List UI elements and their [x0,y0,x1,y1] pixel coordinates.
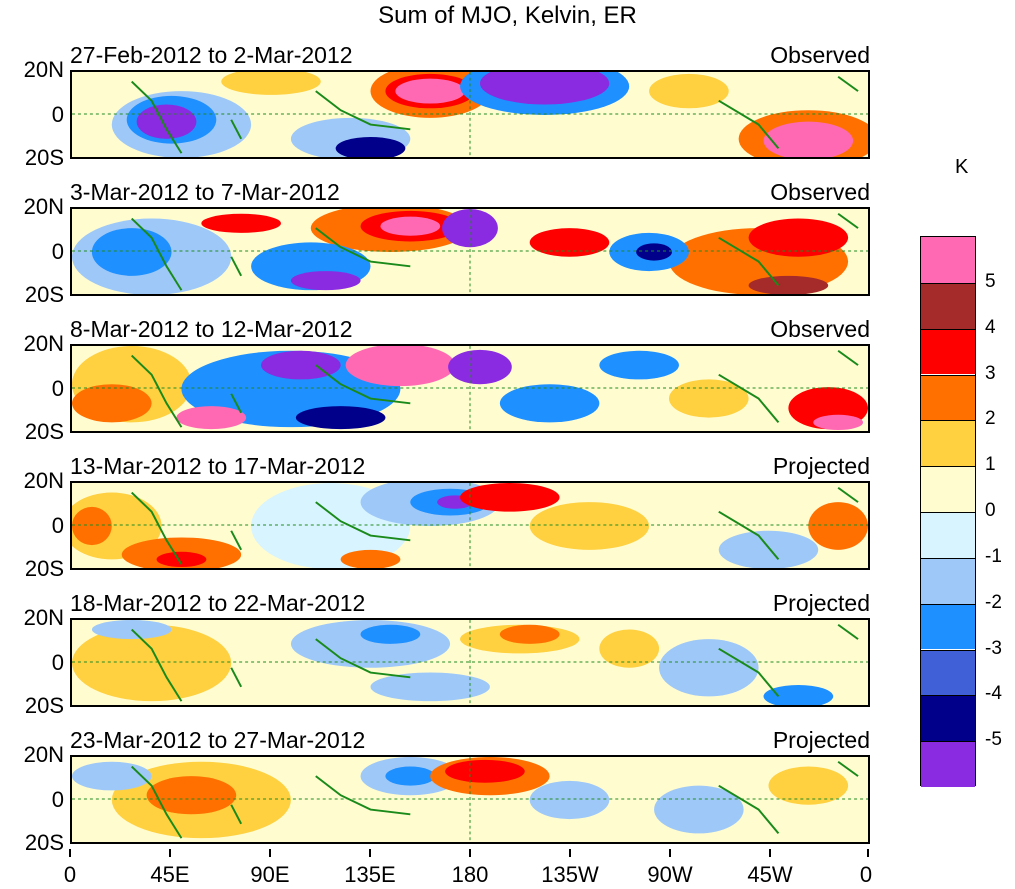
panel-status: Projected [772,590,870,616]
colorbar-swatch [921,420,975,467]
y-label-0: 0 [51,513,64,538]
panel-status: Projected [772,727,870,753]
colorbar-tick-label: -3 [985,637,1002,659]
y-label-20s: 20S [24,145,64,170]
x-label: 90W [647,862,693,887]
colorbar-unit-label: K [955,156,969,178]
x-tick [169,849,171,857]
x-label: 45E [150,862,190,887]
y-label-0: 0 [51,102,64,127]
colorbar-swatch [921,557,975,604]
y-label-20n: 20N [23,194,64,219]
colorbar-tick-label: 5 [985,270,996,292]
colorbar-swatch [921,741,975,787]
colorbar [920,236,976,787]
panel-date-range: 8-Mar-2012 to 12-Mar-2012 [70,316,353,342]
panel-date-range: 23-Mar-2012 to 27-Mar-2012 [70,727,366,753]
map-panel [70,481,870,570]
y-label-20n: 20N [23,742,64,767]
panel-date-range: 3-Mar-2012 to 7-Mar-2012 [70,179,340,205]
x-label: 135W [541,862,599,887]
colorbar-swatch [921,649,975,696]
x-tick [69,849,71,857]
colorbar-swatch [921,603,975,650]
colorbar-swatch [921,695,975,742]
x-tick [269,849,271,857]
colorbar-tick-label: -5 [985,729,1002,751]
panel-date-range: 18-Mar-2012 to 22-Mar-2012 [70,590,366,616]
panel-status: Observed [770,42,870,68]
colorbar-tick-label: 0 [985,500,996,521]
colorbar-tick-label: -2 [985,591,1002,613]
x-label: 0 [859,862,873,887]
y-label-20s: 20S [24,419,64,444]
x-tick [569,849,571,857]
figure-title: Sum of MJO, Kelvin, ER [378,2,637,29]
colorbar-tick-label: 1 [985,454,996,476]
y-label-20n: 20N [23,57,64,82]
colorbar-swatch [921,328,975,375]
x-label: 135E [344,862,396,887]
y-label-0: 0 [51,239,64,264]
x-label: 45W [747,862,793,887]
y-label-20s: 20S [24,282,64,307]
colorbar-swatch [921,282,975,329]
map-panel [70,70,870,159]
y-label-20s: 20S [24,556,64,581]
map-panel [70,207,870,296]
panel-status: Observed [770,316,870,342]
x-label: 180 [451,862,489,887]
y-label-20n: 20N [23,331,64,356]
x-label: 90E [250,862,290,887]
x-tick [469,849,471,857]
x-tick [867,849,869,857]
panel-status: Observed [770,179,870,205]
x-tick [769,849,771,857]
colorbar-swatch [921,237,975,283]
colorbar-tick-label: 4 [985,316,996,338]
x-tick [369,849,371,857]
x-tick [669,849,671,857]
colorbar-tick-label: 3 [985,362,996,384]
colorbar-tick-label: -1 [985,545,1002,567]
colorbar-swatch [921,512,975,558]
colorbar-tick-label: -4 [985,683,1002,705]
colorbar-tick-label: 2 [985,408,996,430]
map-panel [70,755,870,844]
map-panel [70,618,870,707]
y-label-20s: 20S [24,693,64,718]
y-label-20s: 20S [24,830,64,855]
map-panel [70,344,870,433]
y-label-0: 0 [51,787,64,812]
y-label-20n: 20N [23,468,64,493]
y-label-20n: 20N [23,605,64,630]
colorbar-swatch [921,466,975,512]
colorbar-swatch [921,374,975,421]
panel-date-range: 27-Feb-2012 to 2-Mar-2012 [70,42,353,68]
y-label-0: 0 [51,650,64,675]
panel-status: Projected [772,453,870,479]
panel-date-range: 13-Mar-2012 to 17-Mar-2012 [70,453,366,479]
y-label-0: 0 [51,376,64,401]
x-label: 0 [63,862,77,887]
